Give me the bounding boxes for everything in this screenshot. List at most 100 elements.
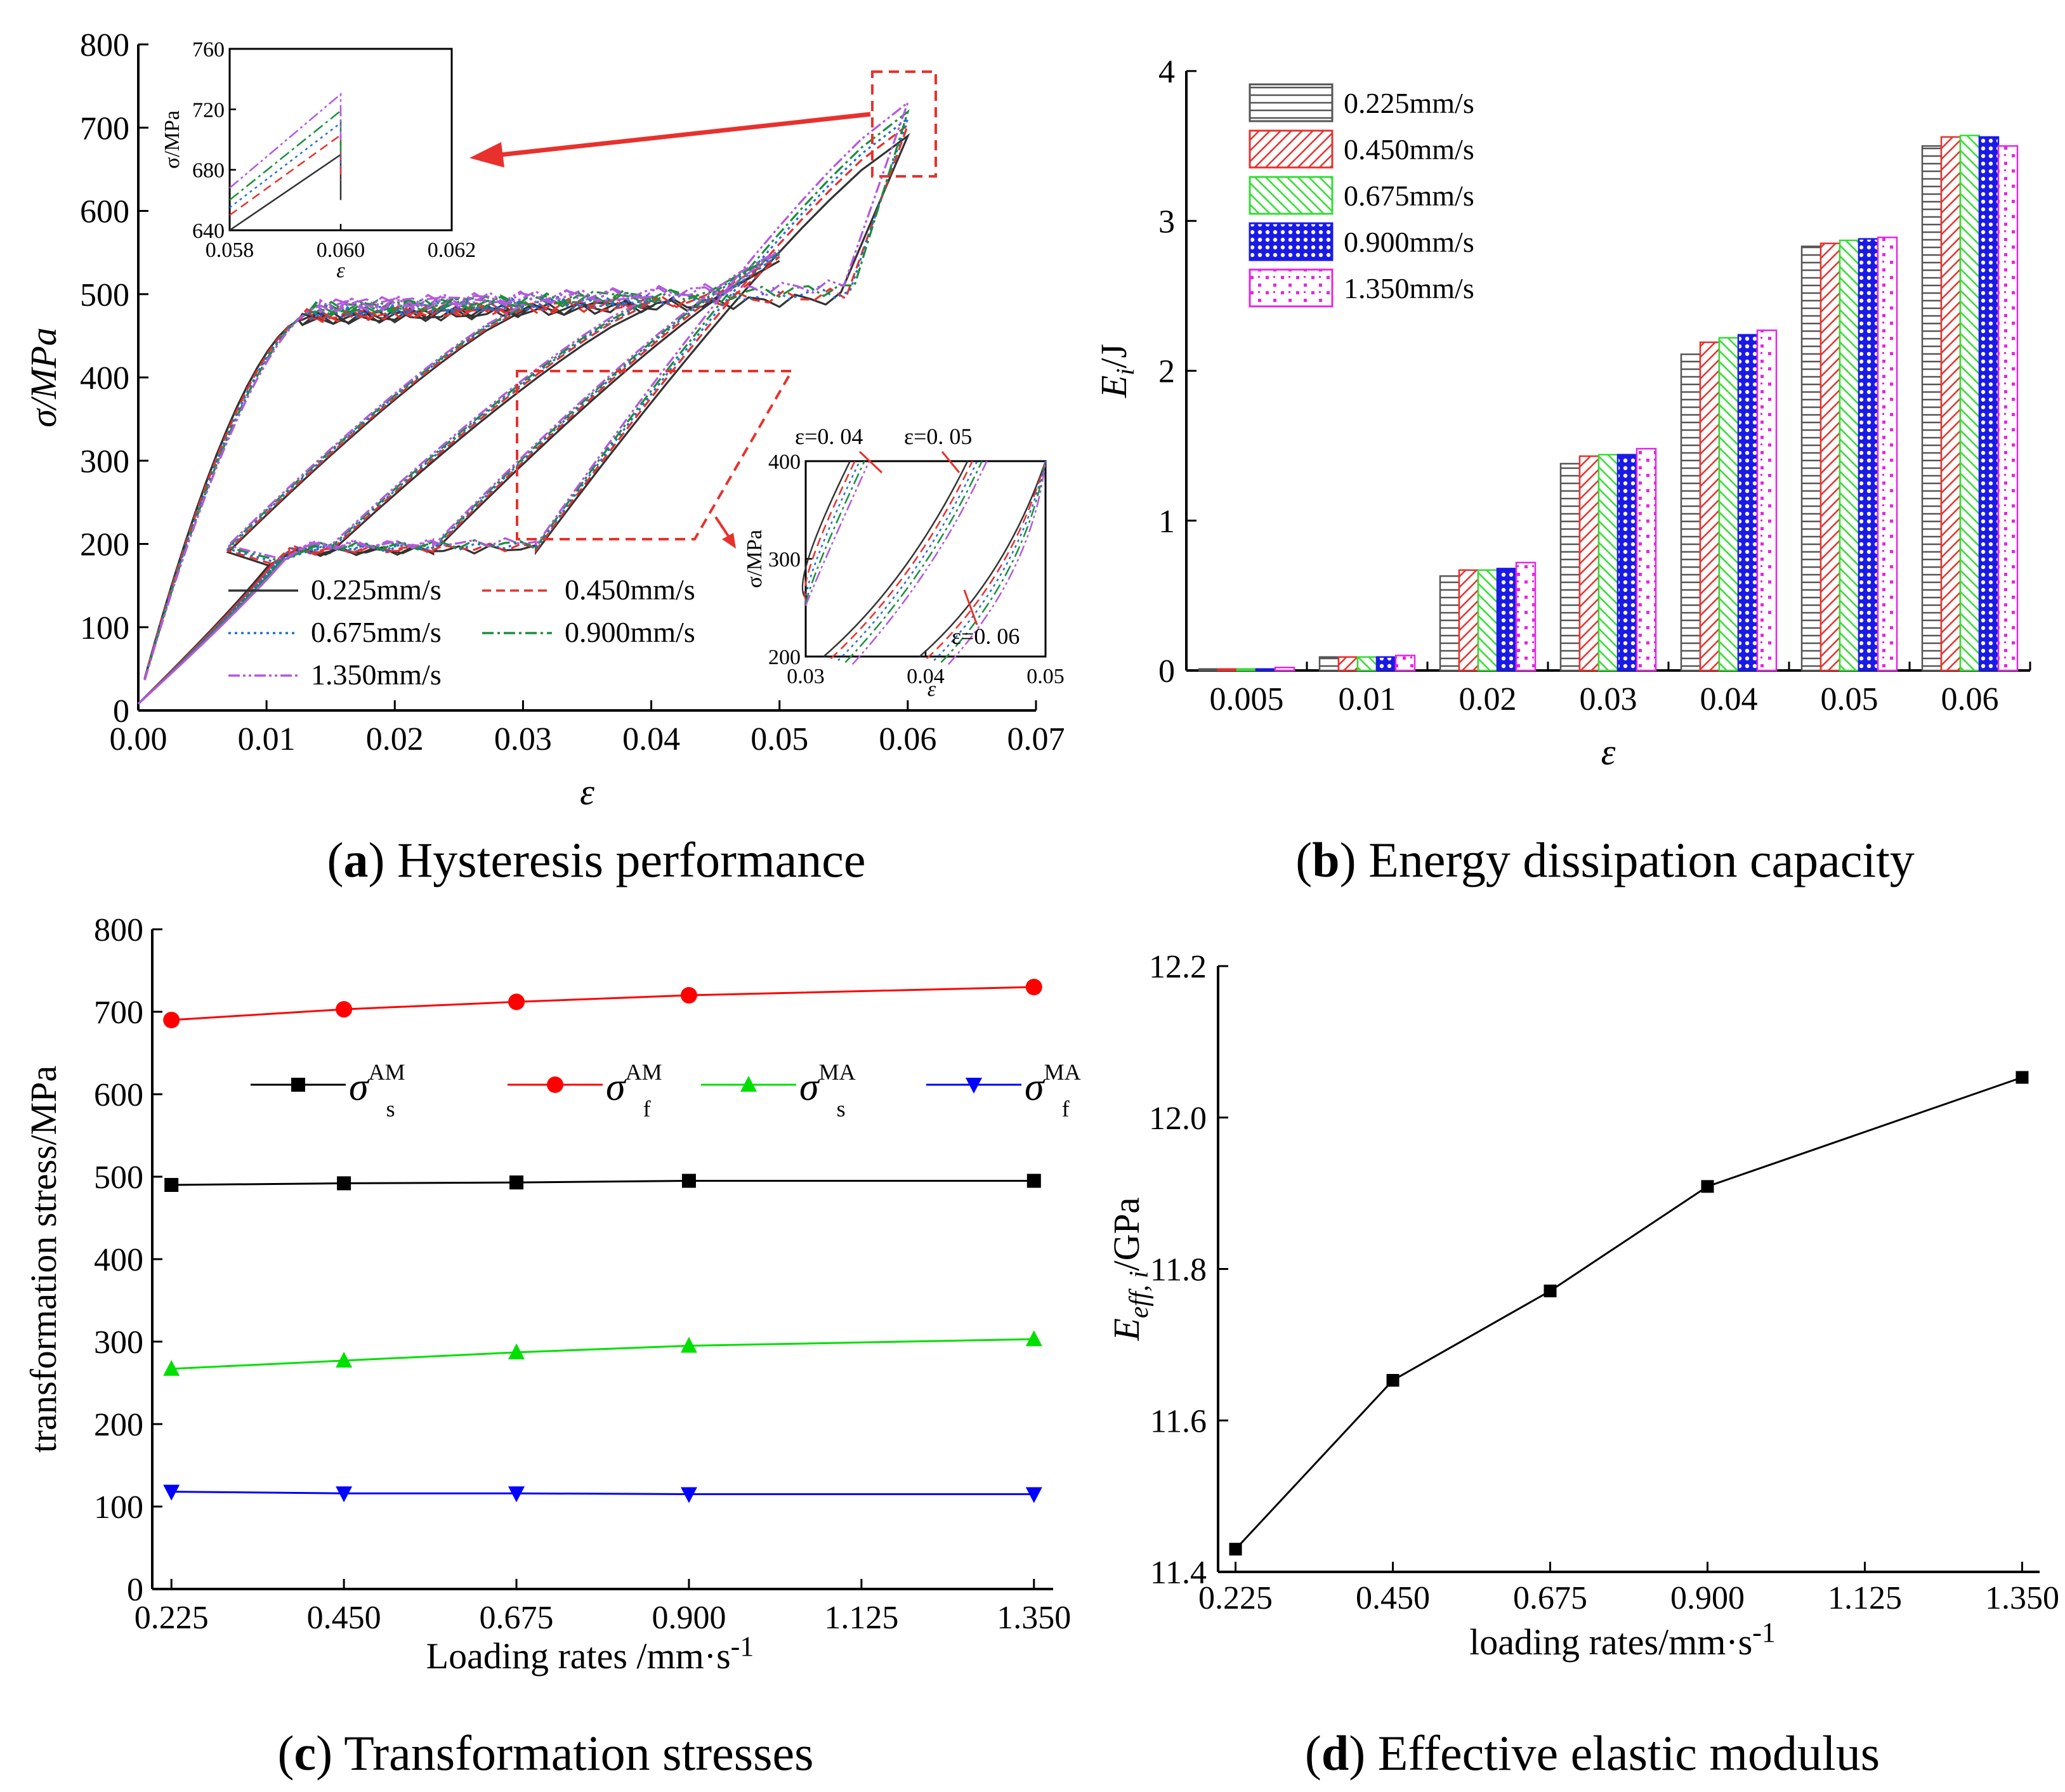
a-loop-4-3: [137, 100, 910, 705]
a-inset-top-ytick-label: 760: [192, 38, 225, 62]
b-bar-2-4: [1718, 337, 1740, 672]
b-xlabel: ε: [1601, 731, 1616, 773]
a-inset-annot-arrow-1: [858, 450, 883, 474]
b-legend-swatch-0: [1249, 83, 1334, 122]
d-xtick-label: 0.225: [1198, 1580, 1273, 1616]
b-xtick-label: 0.03: [1580, 681, 1637, 717]
b-bar-1-4: [1699, 341, 1721, 672]
panel-b-energy: 0 1 2 3 4 0.005 0.01 0.02 0.03 0.04 0.05 0.06 ε Ei/J 0…: [1093, 54, 2031, 773]
b-bar-2-1: [1356, 656, 1378, 672]
caption-d-text: Effective elastic modulus: [1365, 1725, 1880, 1781]
c-legend-marker-2: [740, 1076, 757, 1092]
a-inset-bottom-curve-2-1: [837, 461, 978, 662]
a-inset-bottom-curve-2-2: [933, 461, 1047, 662]
b-xtick-label: 0.005: [1210, 681, 1284, 717]
a-inset-bottom-curve-0-2: [919, 461, 1047, 657]
caption-c-letter: c: [294, 1725, 317, 1781]
c-marker-2-4: [1025, 1330, 1042, 1347]
d-marker-0: [1229, 1543, 1242, 1556]
d-ytick-label: 12.0: [1149, 1101, 1207, 1137]
a-inset-bottom-curve-4-2: [947, 461, 1047, 665]
b-xtick-label: 0.05: [1821, 681, 1878, 717]
a-inset-top-xtick-label: 0.060: [317, 239, 365, 262]
caption-d-letter: d: [1321, 1725, 1349, 1781]
caption-c: (c) Transformation stresses: [278, 1725, 814, 1781]
c-marker-3-2: [508, 1486, 525, 1503]
b-bar-0-6: [1921, 145, 1943, 672]
a-inset-top-xtick-label: 0.058: [206, 239, 254, 262]
c-marker-3-4: [1025, 1487, 1042, 1503]
b-bar-2-2: [1477, 569, 1498, 672]
c-legend-sigma-1: σ: [606, 1066, 627, 1109]
a-inset-bottom-xtick-label: 0.04: [907, 665, 945, 688]
c-xtick-label: 0.225: [134, 1600, 209, 1636]
caption-b: (b) Energy dissipation capacity: [1295, 832, 1915, 887]
caption-a: (a) Hysteresis performance: [327, 832, 866, 887]
a-arrow-bottom-head: [722, 533, 736, 549]
b-bar-0-3: [1559, 462, 1581, 672]
a-xtick-label: 0.07: [1007, 721, 1065, 757]
b-bar-3-5: [1858, 238, 1879, 672]
c-legend-sub-1: f: [643, 1096, 651, 1122]
c-xlabel-main: Loading rates /mm·s: [426, 1635, 731, 1677]
caption-d: (d) Effective elastic modulus: [1305, 1725, 1880, 1781]
a-inset-bottom-curve-0-1: [823, 461, 969, 657]
b-bar-1-0: [1217, 668, 1238, 672]
d-ytick-label: 11.8: [1150, 1252, 1207, 1288]
a-legend-label-3: 0.900mm/s: [565, 616, 695, 648]
a-legend-label-1: 0.450mm/s: [565, 573, 695, 606]
c-marker-0-2: [509, 1175, 524, 1190]
a-inset-top-ytick-label: 680: [192, 159, 225, 183]
c-legend-sub-0: s: [386, 1096, 395, 1122]
c-marker-2-0: [163, 1359, 180, 1376]
b-ylabel: Ei/J: [1093, 344, 1139, 398]
b-ytick-label: 4: [1158, 54, 1175, 90]
a-inset-top: 0.058 0.060 0.062 640 680 720 760 ε σ/MPa: [161, 38, 476, 282]
b-bar-1-6: [1940, 136, 1962, 672]
c-ytick-label: 200: [94, 1407, 143, 1443]
c-xtick-label: 0.900: [652, 1600, 726, 1636]
a-loop-2-3: [137, 115, 910, 705]
a-inset-bottom-xtick-label: 0.03: [787, 665, 825, 688]
a-xtick-label: 0.01: [238, 721, 296, 757]
b-legend-swatch-4: [1249, 268, 1334, 308]
c-legend-sup-2: MA: [819, 1059, 856, 1085]
a-xtick-label: 0.00: [110, 721, 167, 757]
c-marker-1-0: [163, 1012, 180, 1028]
a-inset-bottom-curve-3-0: [804, 461, 865, 605]
b-legend-label-4: 1.350mm/s: [1344, 272, 1474, 304]
a-ytick-label: 500: [80, 277, 129, 313]
a-inset-bottom-ytick-label: 200: [768, 646, 801, 669]
panel-c-transformation: 0.225 0.450 0.675 0.900 1.125 1.350 0 100 200 300…: [23, 912, 1081, 1677]
a-xtick-label: 0.06: [879, 721, 936, 757]
b-bar-2-6: [1959, 134, 1981, 672]
b-xtick-label: 0.02: [1459, 681, 1517, 717]
a-ytick-label: 300: [80, 443, 129, 480]
b-legend-label-0: 0.225mm/s: [1344, 87, 1474, 119]
c-legend-marker-3: [966, 1078, 982, 1094]
b-ylabel-sub: i: [1111, 369, 1139, 376]
d-marker-2: [1544, 1285, 1557, 1298]
a-inset-bottom-curve-1-1: [830, 461, 973, 659]
a-inset-annot-arrow-2: [941, 451, 960, 473]
a-inset-bottom-curve-2-0: [804, 461, 861, 602]
d-ylabel: Eeff, i/GPa: [1106, 1197, 1154, 1341]
b-bar-4-2: [1515, 561, 1537, 672]
d-xtick-label: 1.125: [1828, 1580, 1902, 1616]
c-ytick-label: 100: [94, 1489, 143, 1526]
c-ytick-label: 400: [94, 1242, 143, 1278]
a-inset-bottom: 0.03 0.04 0.05 200 300 400 ε σ/MPa ε=0. 04 ε=0. 0…: [743, 424, 1065, 701]
a-inset-annot-006: ε=0. 06: [952, 624, 1019, 649]
a-inset-bottom-xlabel: ε: [928, 677, 936, 701]
b-ytick-label: 1: [1158, 504, 1175, 540]
c-marker-1-4: [1025, 979, 1042, 995]
c-marker-0-1: [337, 1176, 351, 1191]
a-ytick-label: 200: [80, 527, 129, 563]
b-bar-2-0: [1236, 668, 1257, 672]
a-inset-bottom-curve-1-2: [926, 461, 1047, 659]
c-ytick-label: 700: [94, 995, 143, 1031]
b-bar-4-0: [1274, 667, 1295, 672]
b-legend-label-3: 0.900mm/s: [1344, 226, 1474, 258]
c-series-0: [164, 1174, 1041, 1192]
